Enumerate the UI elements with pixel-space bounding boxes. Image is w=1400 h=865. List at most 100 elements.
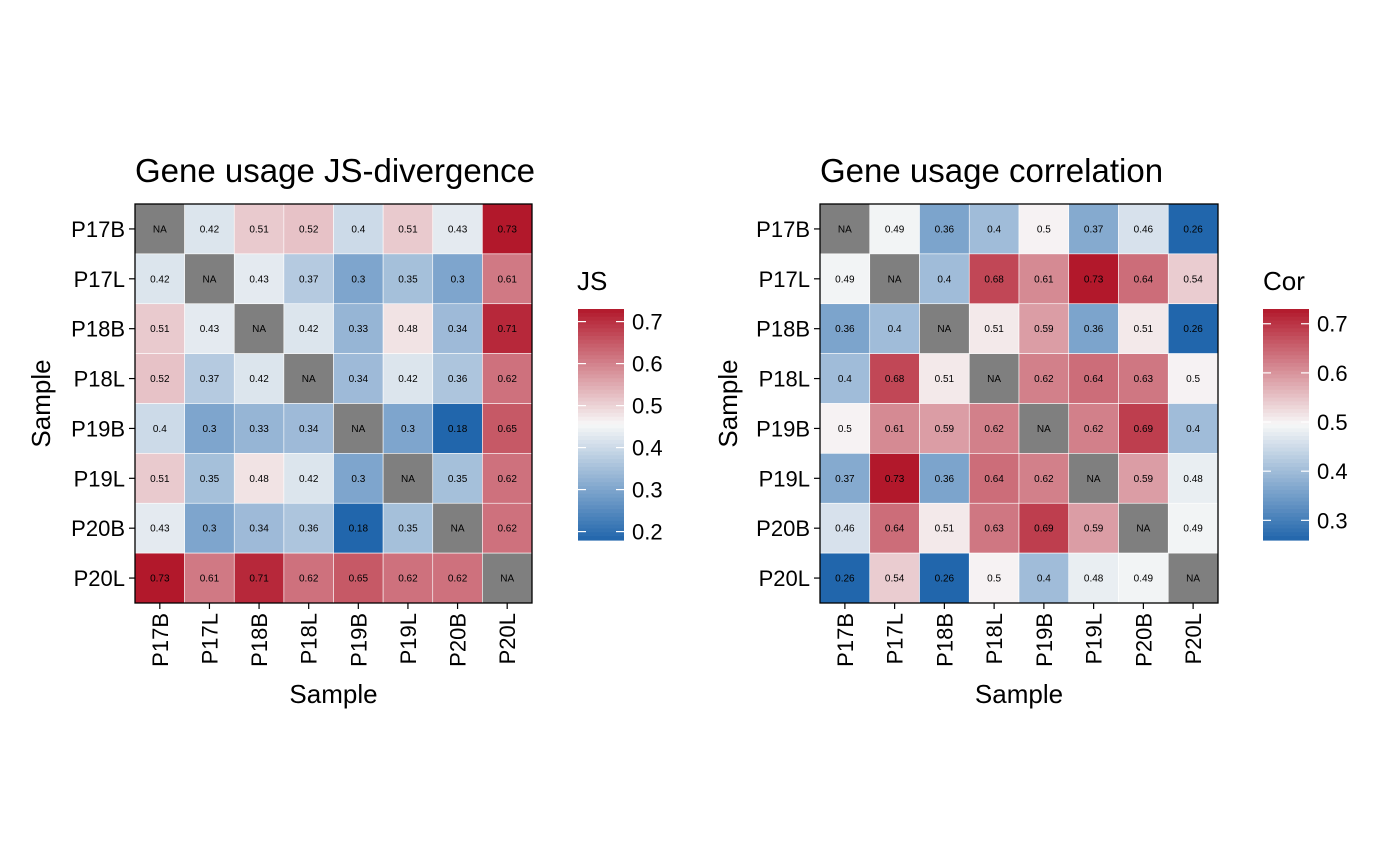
heatmap-cell <box>1018 453 1070 504</box>
legend-gradient-step <box>578 386 624 391</box>
cell-value-label: 0.62 <box>1034 374 1054 385</box>
x-tick-label: P18L <box>982 613 1007 664</box>
legend-gradient-step <box>1263 355 1309 360</box>
heatmap-cell <box>819 552 871 604</box>
heatmap-cell <box>1167 502 1219 554</box>
x-tick-label: P17L <box>197 613 222 664</box>
cell-value-label: 0.26 <box>1183 224 1203 235</box>
cell-value-label: 0.69 <box>1134 424 1154 435</box>
cell-value-label: 0.62 <box>984 424 1004 435</box>
heatmap-cell <box>919 552 970 604</box>
cell-value-label: 0.51 <box>984 324 1004 335</box>
legend-gradient-step <box>1263 347 1309 352</box>
cell-value-label: 0.63 <box>984 524 1004 535</box>
cell-value-label: 0.54 <box>885 574 905 585</box>
heatmap-cell <box>134 353 185 404</box>
cell-value-label: 0.51 <box>398 224 418 235</box>
legend-gradient-step <box>578 328 624 333</box>
legend-gradient-step <box>1263 351 1309 356</box>
legend-gradient-step <box>578 424 624 429</box>
legend-gradient-step <box>578 459 624 464</box>
cell-value-label: 0.42 <box>299 474 319 485</box>
legend-gradient-step <box>578 439 624 445</box>
cell-value-label: 0.36 <box>299 524 319 535</box>
legend-gradient-step <box>578 316 624 322</box>
legend-gradient-step <box>578 312 624 318</box>
legend-gradient-step <box>1263 420 1309 426</box>
legend-tick-label: 0.2 <box>632 520 663 545</box>
cell-value-label: NA <box>153 224 167 235</box>
x-tick-label: P19B <box>1032 613 1057 667</box>
heatmap-cell <box>482 253 533 305</box>
legend-gradient-step <box>1263 412 1309 418</box>
cell-value-label: 0.68 <box>984 274 1004 285</box>
cell-value-label: 0.62 <box>1034 474 1054 485</box>
cell-value-label: 0.51 <box>1134 324 1154 335</box>
x-tick-label: P19L <box>396 613 421 664</box>
cell-value-label: 0.42 <box>249 374 269 385</box>
heatmap-cell <box>382 502 434 554</box>
legend-gradient-step <box>1263 324 1309 329</box>
cell-value-label: 0.61 <box>885 424 905 435</box>
heatmap-cell <box>382 303 434 354</box>
heatmap-cell <box>432 303 483 354</box>
cell-value-label: 0.71 <box>497 324 517 335</box>
heatmap-cell <box>1068 203 1119 255</box>
cell-value-label: 0.18 <box>448 424 468 435</box>
heatmap-cell <box>869 453 920 504</box>
cell-value-label: 0.59 <box>1034 324 1054 335</box>
legend-gradient-step <box>578 497 624 503</box>
legend-gradient-step <box>578 339 624 345</box>
heatmap-cell <box>968 552 1020 604</box>
cell-value-label: 0.4 <box>937 274 951 285</box>
legend-gradient-step <box>578 393 624 399</box>
y-tick-label: P19L <box>74 466 125 491</box>
x-axis: P17B P17L P18B P18L P19B P19L P20B P20L <box>148 603 520 667</box>
heatmap-cell <box>919 403 970 454</box>
legend-gradient-step <box>1263 497 1309 503</box>
legend-gradient-step <box>578 309 624 314</box>
cell-value-label: 0.35 <box>448 474 468 485</box>
legend-gradient-step <box>578 463 624 468</box>
cell-value-label: NA <box>937 324 951 335</box>
legend-gradient-step <box>1263 436 1309 441</box>
heatmap-cell <box>1068 403 1119 454</box>
heatmap-cells: NA 0.42 0.51 0.52 0.4 0.51 0.43 0.73 0.42 NA 0.43 0… <box>134 203 533 604</box>
cell-value-label: 0.4 <box>351 224 365 235</box>
legend-gradient-step <box>1263 466 1309 472</box>
cell-value-label: 0.59 <box>935 424 955 435</box>
heatmap-cell <box>482 552 533 604</box>
heatmap-cell <box>869 502 920 554</box>
heatmap-cell <box>1018 253 1070 305</box>
legend-gradient-step <box>578 528 624 533</box>
legend-gradient-step <box>1263 332 1309 337</box>
heatmap-cell <box>233 353 285 404</box>
cell-value-label: 0.37 <box>299 274 319 285</box>
legend-gradient-step <box>1263 382 1309 387</box>
cell-value-label: 0.5 <box>838 424 852 435</box>
legend-tick-label: 0.7 <box>1317 312 1348 337</box>
cell-value-label: 0.43 <box>249 274 269 285</box>
legend-gradient-step <box>1263 335 1309 341</box>
heatmap-cell <box>482 453 533 504</box>
heatmap-cell <box>968 403 1020 454</box>
cell-value-label: 0.62 <box>398 574 418 585</box>
legend-gradient-step <box>1263 343 1309 349</box>
cell-value-label: 0.51 <box>935 524 955 535</box>
cell-value-label: 0.46 <box>835 524 855 535</box>
js-divergence-panel: Gene usage JS-divergence Sample Sample J… <box>26 152 663 709</box>
cell-value-label: 0.35 <box>398 524 418 535</box>
y-axis-label: Sample <box>713 359 743 447</box>
cell-value-label: 0.26 <box>1183 324 1203 335</box>
cell-value-label: 0.68 <box>885 374 905 385</box>
legend-gradient-step <box>1263 393 1309 399</box>
legend-gradient-step <box>1263 312 1309 318</box>
heatmap-cell <box>283 303 334 354</box>
heatmap-cell <box>482 502 533 554</box>
heatmap-cell <box>134 502 185 554</box>
heatmap-cell <box>1068 303 1119 354</box>
cell-value-label: 0.42 <box>398 374 418 385</box>
cell-value-label: 0.3 <box>202 524 216 535</box>
y-tick-label: P20L <box>759 566 810 591</box>
